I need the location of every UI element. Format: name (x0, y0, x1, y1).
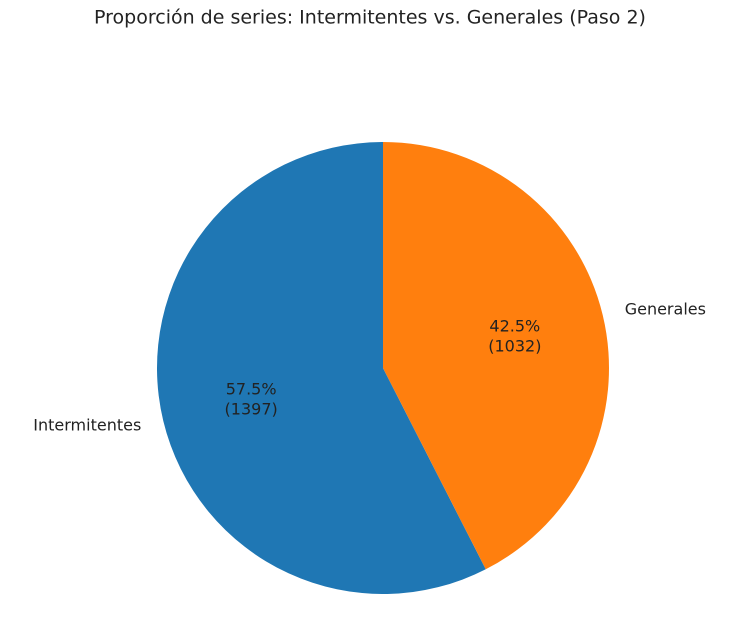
pie-slice (383, 142, 609, 570)
value-label: 57.5% (1397) (225, 379, 278, 418)
value-label: 42.5% (1032) (488, 316, 541, 355)
slice-label: Generales (625, 299, 706, 318)
pie-slice (157, 142, 486, 594)
chart-title: Proporción de series: Intermitentes vs. … (94, 7, 646, 29)
slice-label: Intermitentes (33, 416, 141, 435)
